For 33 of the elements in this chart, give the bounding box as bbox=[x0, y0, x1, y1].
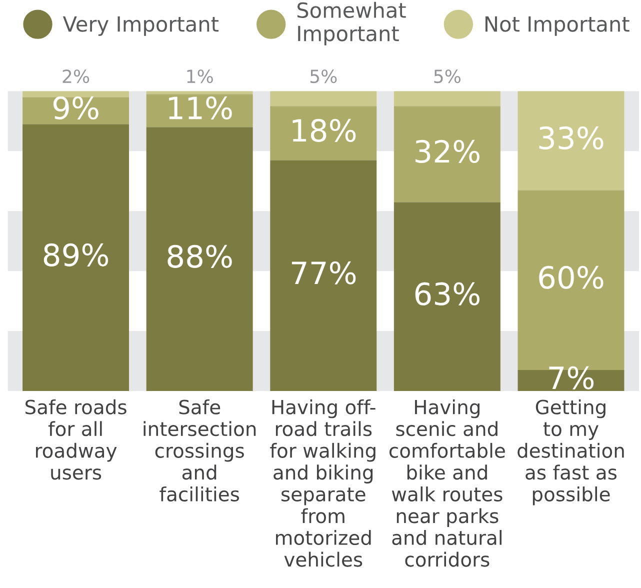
legend-label: Somewhat Important bbox=[297, 2, 406, 46]
data-label: 2% bbox=[62, 69, 90, 84]
bar bbox=[518, 91, 624, 190]
x-tick-label: Safe roads for all roadway users bbox=[26, 399, 126, 480]
bar bbox=[146, 127, 253, 392]
data-label: 77% bbox=[292, 261, 356, 284]
data-label: 32% bbox=[416, 140, 480, 163]
data-label: 89% bbox=[44, 243, 108, 266]
bar bbox=[270, 91, 377, 106]
bar bbox=[22, 124, 130, 392]
data-label: 9% bbox=[53, 96, 98, 120]
bar bbox=[394, 106, 500, 202]
data-label: 33% bbox=[539, 126, 604, 150]
bar bbox=[22, 91, 130, 98]
legend-label: Not Important bbox=[485, 16, 630, 36]
bar bbox=[270, 160, 377, 392]
data-label: 63% bbox=[415, 282, 480, 306]
legend-label: Very Important bbox=[62, 16, 219, 36]
x-tick-label: Getting to my destination as fast as possible bbox=[518, 399, 624, 506]
data-label: 5% bbox=[434, 69, 461, 84]
data-label: 1% bbox=[187, 69, 213, 84]
data-label: 18% bbox=[292, 118, 356, 142]
x-tick-label: Safe intersection crossings and facilities bbox=[144, 399, 256, 502]
bar bbox=[270, 106, 377, 160]
bar bbox=[394, 202, 500, 392]
data-label: 60% bbox=[539, 266, 604, 289]
data-label: 5% bbox=[310, 69, 337, 84]
bar bbox=[394, 91, 500, 106]
data-label: 88% bbox=[168, 244, 232, 268]
data-label: 11% bbox=[168, 96, 232, 120]
data-label: 7% bbox=[549, 366, 594, 390]
x-tick-label: Having off- road trails for walking and biking separate from motorized vehicles bbox=[270, 399, 376, 567]
x-tick-label: Having scenic and comfortable bike and walk routes near parks and natural corridors bbox=[390, 399, 505, 567]
